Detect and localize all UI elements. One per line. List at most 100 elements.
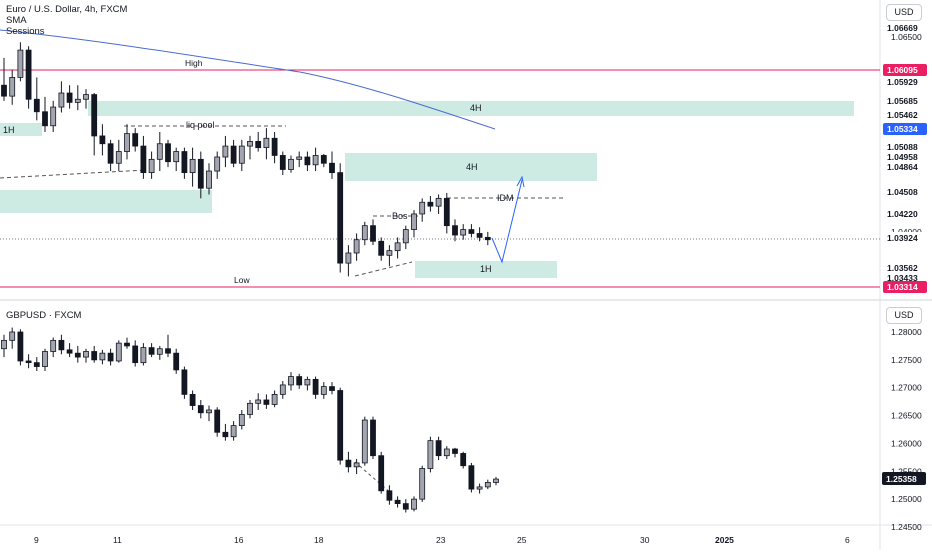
eurusd-candle[interactable] xyxy=(476,227,483,242)
gbpusd-candle[interactable] xyxy=(66,343,73,358)
eurusd-candle[interactable] xyxy=(452,219,458,242)
gbpusd-candle[interactable] xyxy=(427,436,434,473)
eurusd-candle[interactable] xyxy=(411,210,417,238)
eurusd-candle[interactable] xyxy=(247,135,253,160)
gbpusd-candle[interactable] xyxy=(452,447,458,458)
gbpusd-candle[interactable] xyxy=(493,476,499,486)
eurusd-candle[interactable] xyxy=(83,89,89,109)
gbpusd-candle[interactable] xyxy=(320,382,327,399)
indicator-sessions[interactable]: Sessions xyxy=(6,26,45,37)
zone-4h-middle[interactable] xyxy=(345,153,597,181)
gbpusd-candle[interactable] xyxy=(83,348,89,363)
lower-currency-button[interactable]: USD xyxy=(886,307,922,324)
eurusd-candle[interactable] xyxy=(1,57,7,101)
eurusd-candle[interactable] xyxy=(156,132,163,172)
symbol-title[interactable]: Euro / U.S. Dollar, 4h, FXCM xyxy=(6,4,128,15)
gbpusd-candle[interactable] xyxy=(17,329,24,366)
eurusd-candle[interactable] xyxy=(214,151,221,179)
eurusd-candle[interactable] xyxy=(263,128,270,160)
zone-1h-bottom[interactable] xyxy=(415,261,557,278)
gbpusd-candle[interactable] xyxy=(124,337,130,349)
gbpusd-candle[interactable] xyxy=(411,496,417,512)
upper-legend[interactable]: Euro / U.S. Dollar, 4h, FXCM SMA Session… xyxy=(6,4,127,37)
gbpusd-candle[interactable] xyxy=(222,423,229,441)
gbpusd-candle[interactable] xyxy=(99,349,106,365)
gbpusd-candle[interactable] xyxy=(74,345,81,363)
eurusd-candle[interactable] xyxy=(124,124,130,160)
gbpusd-candle[interactable] xyxy=(460,451,467,469)
lower-legend[interactable]: GBPUSD · FXCM xyxy=(6,310,81,321)
gbpusd-candle[interactable] xyxy=(181,366,188,399)
eurusd-candle[interactable] xyxy=(140,135,147,179)
gbpusd-candle[interactable] xyxy=(247,399,253,419)
eurusd-candle[interactable] xyxy=(337,163,344,273)
gbpusd-candle[interactable] xyxy=(132,340,139,367)
eurusd-candle[interactable] xyxy=(271,132,278,164)
eurusd-candle[interactable] xyxy=(296,151,303,168)
gbpusd-candle[interactable] xyxy=(296,373,303,389)
eurusd-candle[interactable] xyxy=(378,237,385,261)
gbpusd-candle[interactable] xyxy=(419,465,426,502)
eurusd-candle[interactable] xyxy=(230,139,237,168)
gbpusd-candles[interactable] xyxy=(1,327,499,513)
eurusd-candle[interactable] xyxy=(197,151,204,199)
zone-4h-top[interactable] xyxy=(88,101,854,116)
eurusd-candle[interactable] xyxy=(42,96,48,133)
eurusd-candle[interactable] xyxy=(320,153,327,168)
gbpusd-candle[interactable] xyxy=(353,459,360,475)
time-axis[interactable]: 9 11 16 18 23 25 30 2025 6 xyxy=(34,535,850,545)
gbpusd-candle[interactable] xyxy=(370,416,376,460)
eurusd-candle[interactable] xyxy=(238,139,245,172)
eurusd-candles[interactable] xyxy=(1,42,491,277)
gbpusd-candle[interactable] xyxy=(304,376,311,391)
eurusd-candle[interactable] xyxy=(91,93,98,156)
eurusd-candle[interactable] xyxy=(50,100,57,133)
gbpusd-candle[interactable] xyxy=(238,410,245,430)
gbpusd-candle[interactable] xyxy=(115,340,122,363)
gbpusd-candle[interactable] xyxy=(189,390,196,411)
trendline-left[interactable] xyxy=(0,169,147,179)
eurusd-candle[interactable] xyxy=(484,231,491,246)
zone-left-lower[interactable] xyxy=(0,190,212,213)
gbpusd-candle[interactable] xyxy=(197,399,204,419)
gbpusd-candle[interactable] xyxy=(140,343,147,366)
gbpusd-candle[interactable] xyxy=(148,343,155,358)
gbpusd-candle[interactable] xyxy=(156,345,163,360)
eurusd-candle[interactable] xyxy=(345,245,352,277)
gbpusd-candle[interactable] xyxy=(345,451,352,473)
eurusd-candle[interactable] xyxy=(181,147,188,179)
eurusd-candle[interactable] xyxy=(222,135,229,168)
gbpusd-candle[interactable] xyxy=(378,451,385,494)
gbpusd-candle[interactable] xyxy=(42,348,48,371)
eurusd-candle[interactable] xyxy=(17,42,24,82)
eurusd-candle[interactable] xyxy=(288,155,294,173)
gbpusd-candle[interactable] xyxy=(386,485,393,505)
eurusd-candle[interactable] xyxy=(99,124,106,156)
gbpusd-candle[interactable] xyxy=(476,483,483,494)
gbpusd-candle[interactable] xyxy=(58,334,65,355)
lower-price-axis[interactable]: 1.28000 1.27500 1.27000 1.26500 1.26000 1.255… xyxy=(891,327,922,532)
gbpusd-candle[interactable] xyxy=(337,387,344,465)
indicator-sma[interactable]: SMA xyxy=(6,15,27,26)
upper-currency-button[interactable]: USD xyxy=(886,4,922,21)
gbpusd-candle[interactable] xyxy=(361,416,368,466)
eurusd-candle[interactable] xyxy=(107,139,114,172)
eurusd-candle[interactable] xyxy=(468,224,475,238)
gbpusd-candle[interactable] xyxy=(165,334,171,358)
eurusd-candle[interactable] xyxy=(115,139,122,172)
gbp-trendline[interactable] xyxy=(354,461,393,495)
eurusd-candle[interactable] xyxy=(443,192,450,234)
gbpusd-candle[interactable] xyxy=(25,354,32,369)
gbpusd-candle[interactable] xyxy=(443,446,450,460)
gbpusd-candle[interactable] xyxy=(206,405,212,422)
gbpusd-candle[interactable] xyxy=(50,337,57,358)
eurusd-candle[interactable] xyxy=(132,128,139,152)
trendline-bottom[interactable] xyxy=(354,261,413,277)
eurusd-candle[interactable] xyxy=(255,132,262,152)
eurusd-candle[interactable] xyxy=(173,147,180,172)
eurusd-candle[interactable] xyxy=(361,221,368,246)
eurusd-candle[interactable] xyxy=(66,85,73,109)
eurusd-candle[interactable] xyxy=(394,237,401,259)
